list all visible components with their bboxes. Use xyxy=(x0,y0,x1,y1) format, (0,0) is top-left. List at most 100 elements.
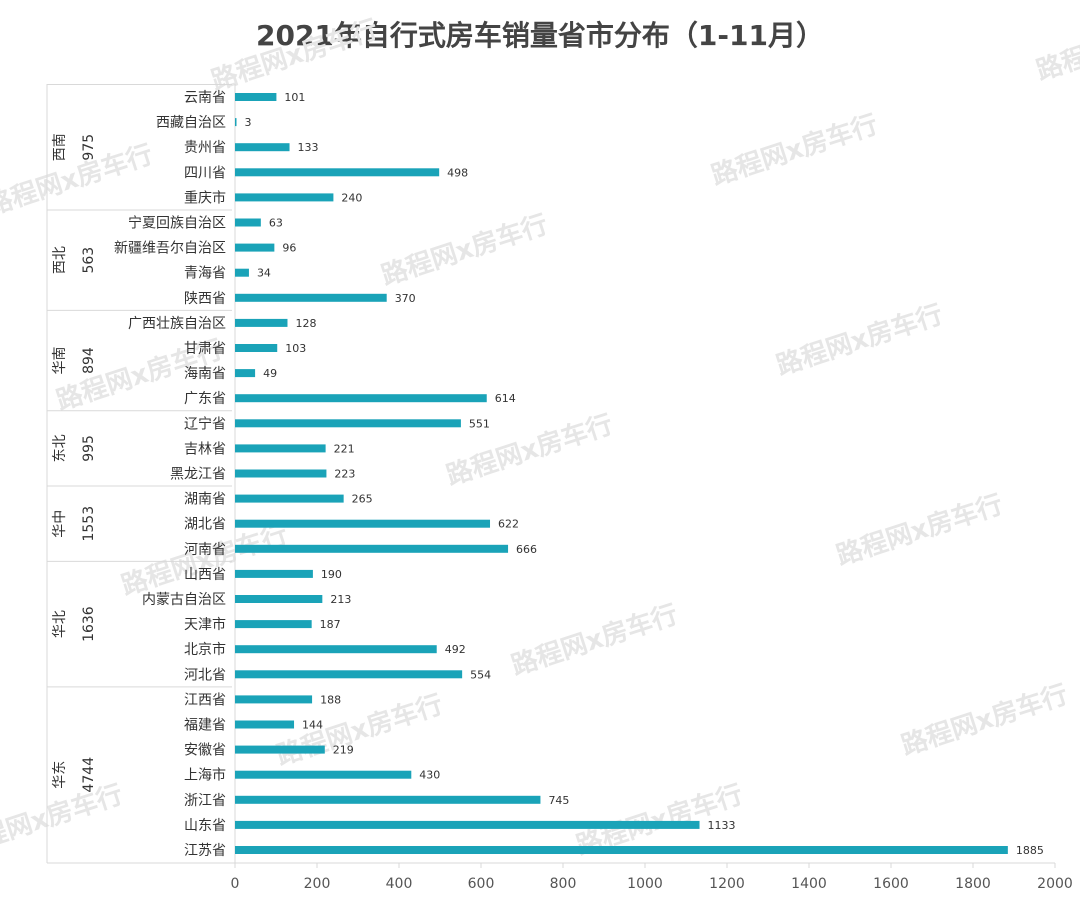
category-label: 广西壮族自治区 xyxy=(128,316,226,332)
value-label: 103 xyxy=(285,342,306,355)
category-label: 广东省 xyxy=(184,391,226,407)
bar xyxy=(235,143,290,152)
value-label: 554 xyxy=(470,668,491,681)
region-total-label: 894 xyxy=(81,347,97,374)
x-tick-label: 2000 xyxy=(1037,876,1073,892)
bar xyxy=(235,695,313,704)
bar xyxy=(235,544,509,553)
bar xyxy=(235,93,277,101)
watermark-text: 路程网x房车行 xyxy=(0,139,156,222)
value-label: 745 xyxy=(548,794,569,807)
value-label: 223 xyxy=(334,468,355,481)
category-label: 云南省 xyxy=(184,90,226,106)
bar xyxy=(235,569,313,578)
value-label: 221 xyxy=(334,442,355,455)
watermark-text: 路程网x房车行 xyxy=(208,14,382,97)
category-label: 宁夏回族自治区 xyxy=(128,215,226,232)
bar xyxy=(235,820,700,829)
value-label: 430 xyxy=(419,769,440,782)
bar xyxy=(235,846,1008,854)
bars-layer: 云南省 101 西藏自治区 3 贵州省 133 四川省 498 重庆市 240 西南 975 宁夏回族自… xyxy=(52,90,1044,859)
category-label: 湖南省 xyxy=(184,492,226,508)
bar xyxy=(235,118,237,127)
value-label: 128 xyxy=(295,317,316,330)
value-label: 370 xyxy=(395,292,416,305)
watermark-layer: 路程网x房车行路程网x房车行路程网x房车行路程网x房车行路程网x房车行路程网x房… xyxy=(0,4,1080,862)
category-label: 贵州省 xyxy=(184,140,226,156)
watermark-text: 路程网x房车行 xyxy=(898,679,1072,762)
value-label: 49 xyxy=(263,367,277,380)
value-label: 1133 xyxy=(708,819,736,832)
value-label: 666 xyxy=(516,543,537,556)
bar xyxy=(235,419,461,428)
x-tick-label: 1000 xyxy=(627,876,663,892)
region-name-label: 华中 xyxy=(52,510,68,538)
region-total-label: 4744 xyxy=(81,757,97,793)
value-label: 63 xyxy=(269,217,283,230)
value-label: 622 xyxy=(498,518,519,531)
bar xyxy=(235,394,487,403)
x-tick-label: 800 xyxy=(550,876,577,892)
watermark-text: 路程网x房车行 xyxy=(1033,4,1080,87)
category-label: 黑龙江省 xyxy=(170,467,226,483)
x-tick-label: 600 xyxy=(468,876,495,892)
value-label: 498 xyxy=(447,166,468,179)
bar xyxy=(235,243,275,252)
bar xyxy=(235,369,256,378)
bar xyxy=(235,218,261,227)
region-total-label: 1553 xyxy=(81,506,97,542)
value-label: 3 xyxy=(245,116,252,129)
value-label: 144 xyxy=(302,719,323,732)
x-tick-label: 400 xyxy=(386,876,413,892)
x-tick-label: 1200 xyxy=(709,876,745,892)
bar xyxy=(235,795,541,804)
bar xyxy=(235,469,327,478)
bar xyxy=(235,645,437,654)
region-name-label: 华南 xyxy=(52,347,68,375)
value-label: 240 xyxy=(341,191,362,204)
x-tick-label: 1400 xyxy=(791,876,827,892)
category-label: 湖北省 xyxy=(184,517,226,533)
region-name-label: 华北 xyxy=(52,610,68,638)
category-label: 新疆维吾尔自治区 xyxy=(114,241,226,257)
category-label: 吉林省 xyxy=(184,441,226,457)
category-label: 重庆市 xyxy=(184,189,226,206)
watermark-text: 路程网x房车行 xyxy=(708,109,882,192)
watermark-text: 路程网x房车行 xyxy=(378,209,552,292)
value-label: 190 xyxy=(321,568,342,581)
category-label: 海南省 xyxy=(184,366,226,382)
category-label: 江西省 xyxy=(184,692,226,708)
watermark-text: 路程网x房车行 xyxy=(833,489,1007,572)
region-total-label: 1636 xyxy=(81,606,97,642)
value-label: 219 xyxy=(333,744,354,757)
x-tick-label: 0 xyxy=(231,876,240,892)
bar xyxy=(235,595,323,603)
region-name-label: 西北 xyxy=(52,246,68,274)
value-label: 34 xyxy=(257,267,271,280)
bar xyxy=(235,318,288,327)
value-label: 614 xyxy=(495,392,516,405)
x-tick-label: 1800 xyxy=(955,876,991,892)
x-tick-label: 1600 xyxy=(873,876,909,892)
category-label: 青海省 xyxy=(184,266,226,282)
bar xyxy=(235,670,463,679)
bar xyxy=(235,745,325,754)
category-label: 山东省 xyxy=(184,818,226,834)
bar xyxy=(235,293,387,302)
x-tick-label: 200 xyxy=(304,876,331,892)
bar xyxy=(235,494,344,503)
chart-title: 2021年自行式房车销量省市分布（1-11月） xyxy=(256,19,824,52)
category-label: 天津市 xyxy=(184,616,226,633)
bar xyxy=(235,344,278,352)
category-label: 山西省 xyxy=(184,567,226,583)
value-label: 213 xyxy=(330,593,351,606)
bar xyxy=(235,770,412,779)
value-label: 1885 xyxy=(1016,844,1044,857)
bar xyxy=(235,519,491,528)
value-label: 133 xyxy=(298,141,319,154)
watermark-text: 路程网x房车行 xyxy=(0,779,126,862)
region-total-label: 975 xyxy=(81,134,97,161)
category-label: 辽宁省 xyxy=(184,415,226,432)
bar xyxy=(235,620,312,629)
